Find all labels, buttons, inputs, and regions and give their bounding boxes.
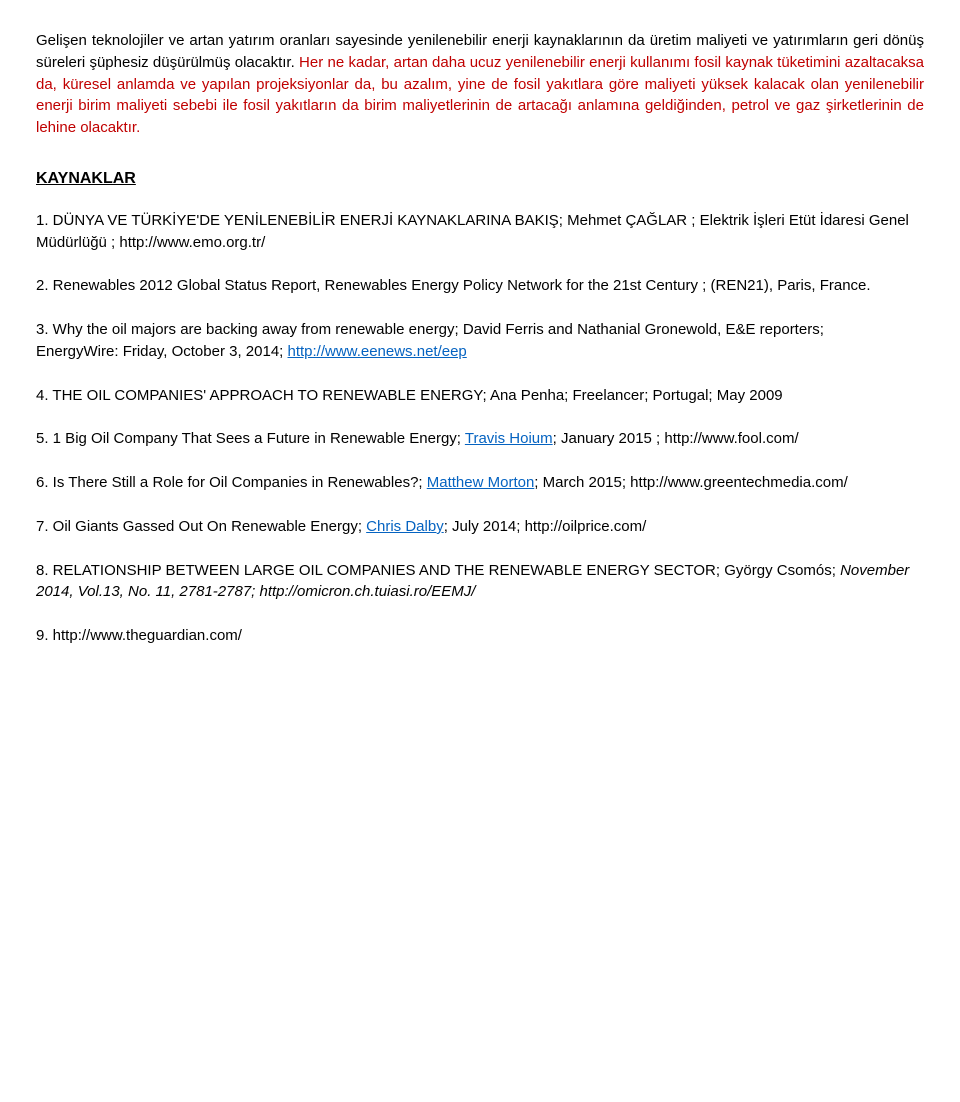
ref-1: 1. DÜNYA VE TÜRKİYE'DE YENİLENEBİLİR ENE…: [36, 210, 924, 254]
ref-2-text: 2. Renewables 2012 Global Status Report,…: [36, 277, 871, 294]
ref-1-text: 1. DÜNYA VE TÜRKİYE'DE YENİLENEBİLİR ENE…: [36, 212, 909, 251]
ref-7-link[interactable]: Chris Dalby: [366, 518, 444, 535]
ref-4-text: 4. THE OIL COMPANIES' APPROACH TO RENEWA…: [36, 387, 783, 404]
section-title-kaynaklar: KAYNAKLAR: [36, 167, 924, 190]
ref-3-link[interactable]: http://www.eenews.net/eep: [288, 343, 467, 360]
ref-6-link[interactable]: Matthew Morton: [427, 474, 535, 491]
ref-6-text-a: 6. Is There Still a Role for Oil Compani…: [36, 474, 427, 491]
ref-7: 7. Oil Giants Gassed Out On Renewable En…: [36, 516, 924, 538]
ref-6: 6. Is There Still a Role for Oil Compani…: [36, 472, 924, 494]
ref-5-text-b: ; January 2015 ; http://www.fool.com/: [553, 430, 799, 447]
ref-9-text: 9. http://www.theguardian.com/: [36, 627, 242, 644]
ref-7-text-b: ; July 2014; http://oilprice.com/: [444, 518, 647, 535]
ref-3: 3. Why the oil majors are backing away f…: [36, 319, 924, 363]
ref-5-link[interactable]: Travis Hoium: [465, 430, 553, 447]
ref-9: 9. http://www.theguardian.com/: [36, 625, 924, 647]
ref-3-line1: 3. Why the oil majors are backing away f…: [36, 321, 824, 338]
ref-8-text-a: 8. RELATIONSHIP BETWEEN LARGE OIL COMPAN…: [36, 562, 840, 579]
ref-3-line2: EnergyWire: Friday, October 3, 2014;: [36, 343, 288, 360]
ref-4: 4. THE OIL COMPANIES' APPROACH TO RENEWA…: [36, 385, 924, 407]
ref-2: 2. Renewables 2012 Global Status Report,…: [36, 275, 924, 297]
ref-8: 8. RELATIONSHIP BETWEEN LARGE OIL COMPAN…: [36, 560, 924, 604]
ref-6-text-b: ; March 2015; http://www.greentechmedia.…: [534, 474, 847, 491]
ref-7-text-a: 7. Oil Giants Gassed Out On Renewable En…: [36, 518, 366, 535]
ref-5-text-a: 5. 1 Big Oil Company That Sees a Future …: [36, 430, 465, 447]
ref-5: 5. 1 Big Oil Company That Sees a Future …: [36, 428, 924, 450]
intro-paragraph: Gelişen teknolojiler ve artan yatırım or…: [36, 30, 924, 139]
